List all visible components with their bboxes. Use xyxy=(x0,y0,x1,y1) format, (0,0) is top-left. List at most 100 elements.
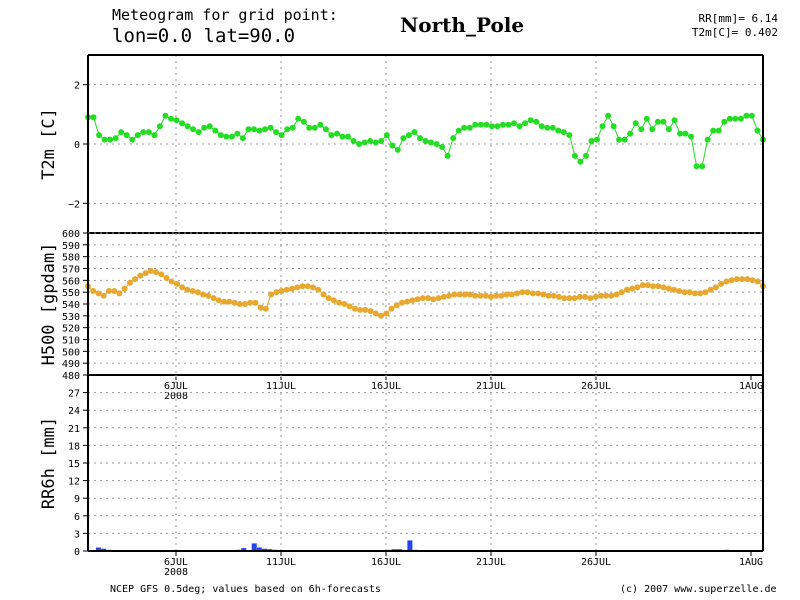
h500-data-point xyxy=(320,291,327,298)
h500-data-point xyxy=(603,292,609,299)
x-tick-label: 21JUL xyxy=(476,557,506,568)
h500-data-point xyxy=(744,276,751,283)
h500-data-point xyxy=(330,297,337,304)
rr-total-stat: RR[mm]= 6.14 xyxy=(698,12,778,25)
y-tick-label: 500 xyxy=(62,347,80,358)
h500-data-point xyxy=(419,295,426,302)
t2m-data-point xyxy=(748,112,755,119)
h500-data-point xyxy=(728,277,735,284)
t2m-data-point xyxy=(677,130,683,137)
h500-data-point xyxy=(236,301,243,307)
t2m-data-point xyxy=(682,130,689,137)
h500-data-point xyxy=(487,293,494,300)
h500-data-point xyxy=(749,277,756,284)
h500-data-point xyxy=(346,303,353,310)
h500-data-point xyxy=(278,288,285,294)
h500-data-point xyxy=(304,283,311,290)
t2m-data-point xyxy=(594,136,600,143)
h500-data-point xyxy=(383,310,390,317)
h500-data-point xyxy=(142,270,149,277)
h500-data-point xyxy=(147,267,154,274)
t2m-data-point xyxy=(278,132,285,139)
t2m-data-point xyxy=(654,118,661,125)
h500-data-point xyxy=(184,286,191,293)
h500-data-point xyxy=(550,292,557,299)
h500-data-point xyxy=(273,289,280,296)
h500-data-point xyxy=(294,284,301,291)
t2m-data-point xyxy=(461,124,468,131)
t2m-data-point xyxy=(173,117,180,124)
t2m-data-point xyxy=(444,152,451,159)
h500-data-point xyxy=(126,279,133,286)
h500-data-point xyxy=(613,291,620,298)
t2m-data-point xyxy=(345,133,351,140)
t2m-data-point xyxy=(129,136,136,143)
h500-data-point xyxy=(393,302,400,309)
y-tick-label: 570 xyxy=(62,265,80,276)
h500-data-point xyxy=(132,276,139,283)
subtitle-line-2: lon=0.0 lat=90.0 xyxy=(112,25,296,47)
t2m-data-point xyxy=(145,129,152,136)
h500-data-point xyxy=(362,306,369,313)
h500-data-point xyxy=(639,282,646,289)
h500-data-point xyxy=(514,290,521,297)
y-tick-label: −2 xyxy=(68,199,80,210)
t2m-data-point xyxy=(378,138,385,144)
y-tick-label: 18 xyxy=(68,441,80,452)
y-tick-label: 12 xyxy=(68,477,80,488)
y-tick-label: 580 xyxy=(62,253,80,264)
h500-data-point xyxy=(299,283,306,290)
h500-data-point xyxy=(587,295,594,302)
t2m-data-point xyxy=(239,135,246,142)
t2m-data-point xyxy=(112,135,119,142)
rr6h-bar xyxy=(241,548,247,551)
h500-data-point xyxy=(189,288,196,294)
footer-copyright: (c) 2007 www.superzelle.de xyxy=(620,584,777,595)
t2m-data-point xyxy=(339,133,346,140)
t2m-data-point xyxy=(328,132,335,139)
h500-data-point xyxy=(545,292,552,299)
t2m-data-point xyxy=(223,133,230,140)
rr6h-bar xyxy=(256,547,262,551)
t2m-data-point xyxy=(201,124,208,131)
x-year-label: 2008 xyxy=(164,391,188,402)
t2m-data-point xyxy=(560,129,567,136)
y-tick-label: 600 xyxy=(62,229,80,240)
x-tick-label: 16JUL xyxy=(371,381,401,392)
t2m-data-point xyxy=(96,132,103,139)
t2m-data-point xyxy=(527,117,534,124)
h500-data-point xyxy=(121,285,128,292)
h500-data-point xyxy=(702,289,709,296)
y-tick-label: 0 xyxy=(74,547,80,558)
h500-data-point xyxy=(221,298,227,305)
y-tick-label: 24 xyxy=(68,406,80,417)
y-tick-label: 490 xyxy=(62,359,80,370)
rr6h-bar xyxy=(407,540,413,551)
t2m-data-point xyxy=(134,132,141,139)
h500-data-point xyxy=(676,288,683,294)
page-title: North_Pole xyxy=(400,13,525,37)
h500-data-point xyxy=(592,293,599,300)
t2m-data-point xyxy=(422,138,429,144)
t2m-data-point xyxy=(699,163,706,170)
h500-data-point xyxy=(671,286,677,293)
h500-data-point xyxy=(289,285,296,292)
t2m-data-point xyxy=(300,118,307,125)
t2m-data-point xyxy=(195,129,202,136)
h500-data-point xyxy=(262,305,269,312)
x-tick-label: 1AUG xyxy=(739,381,763,392)
t2m-data-point xyxy=(90,114,97,121)
t2m-data-point xyxy=(477,121,484,128)
t2m-data-point xyxy=(206,123,213,130)
h500-data-point xyxy=(733,276,740,283)
t2m-data-point xyxy=(123,132,130,139)
h500-data-point xyxy=(508,291,515,298)
h500-data-point xyxy=(179,284,186,291)
t2m-data-point xyxy=(704,136,711,143)
h500-data-point xyxy=(686,289,693,296)
x-year-label: 2008 xyxy=(164,567,188,578)
h500-data-point xyxy=(210,295,217,302)
t2m-data-point xyxy=(217,132,224,139)
h500-data-point xyxy=(257,304,264,311)
t2m-data-point xyxy=(350,138,357,144)
